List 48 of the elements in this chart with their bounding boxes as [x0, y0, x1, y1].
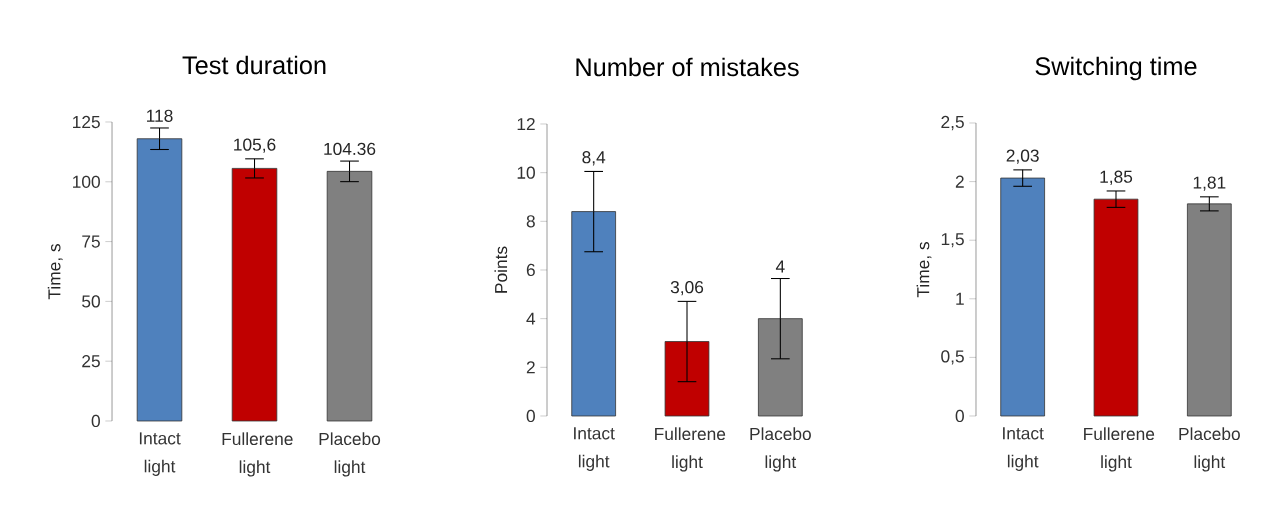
data-label: 3,06 [670, 281, 704, 296]
y-tick-label: 12 [517, 117, 535, 131]
y-tick-label: 75 [82, 235, 100, 248]
bar [1000, 177, 1045, 417]
y-axis-title: Time, s [47, 244, 63, 300]
x-tick-label: Fullerene light [222, 432, 293, 477]
y-tick-label: 25 [82, 355, 100, 368]
y-tick-label: 2 [955, 175, 964, 188]
chart-title: Switching time [1035, 56, 1197, 81]
x-tick-label: Intact light [1003, 427, 1044, 471]
data-label: 4 [775, 260, 785, 273]
x-tick-label: Placebo light [1179, 427, 1240, 472]
y-axis-title: Points [494, 246, 508, 293]
data-label: 1,81 [1193, 176, 1226, 191]
y-tick-label: 0 [91, 414, 100, 428]
x-tick-label: Fullerene light [1084, 427, 1155, 472]
bar [1093, 198, 1139, 417]
x-tick-label: Placebo light [750, 427, 811, 472]
y-tick-label: 0 [526, 409, 535, 423]
y-tick-label: 1 [956, 292, 964, 305]
y-tick-label: 1,5 [941, 233, 964, 248]
x-tick-label: Fullerene light [655, 427, 726, 472]
bar [758, 318, 803, 417]
data-label: 1,85 [1100, 170, 1133, 185]
y-tick-label: 4 [526, 312, 536, 325]
chart-title: Test duration [182, 55, 326, 75]
y-tick-label: 6 [526, 263, 535, 277]
x-tick-label: Intact light [139, 432, 181, 476]
y-tick-label: 50 [82, 295, 100, 308]
bar [571, 211, 617, 417]
data-label: 104.36 [324, 142, 376, 156]
bar [1187, 203, 1232, 417]
y-tick-label: 100 [73, 175, 100, 188]
x-tick-label: Intact light [574, 427, 615, 471]
y-axis-title: Time, s [916, 242, 932, 298]
data-label: 118 [147, 109, 173, 122]
data-label: 105,6 [234, 138, 276, 153]
y-tick-label: 2,5 [941, 115, 964, 131]
data-label: 2,03 [1006, 149, 1039, 164]
y-tick-label: 2 [526, 361, 535, 374]
y-tick-label: 125 [73, 115, 100, 129]
data-label: 8,4 [582, 151, 606, 166]
y-tick-label: 0 [955, 409, 964, 423]
y-tick-label: 8 [526, 215, 535, 228]
y-tick-label: 0,5 [941, 350, 964, 365]
y-tick-label: 10 [517, 166, 535, 179]
x-tick-label: Placebo light [319, 432, 381, 477]
chart-title: Number of mistakes [576, 57, 799, 77]
